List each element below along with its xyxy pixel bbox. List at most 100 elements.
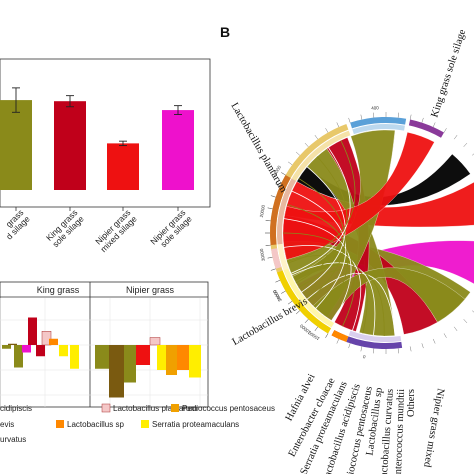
ring-tick-132 (472, 310, 474, 313)
chord-thread-13 (287, 140, 356, 264)
king-bar-9 (70, 345, 79, 369)
nipier-bar-4 (149, 337, 161, 346)
king-bar-8 (59, 345, 68, 357)
ring-tick-42 (463, 142, 468, 147)
chord-thread-1 (298, 268, 385, 336)
ring-tick-216 (314, 326, 318, 332)
ring-tick-282 (267, 207, 273, 210)
inner-band-3 (348, 330, 402, 342)
king-bar-1 (8, 343, 17, 345)
king-bar-7 (49, 338, 58, 345)
chord-flow-9 (312, 267, 466, 323)
ring-tick--36 (314, 134, 318, 140)
bar-2 (107, 143, 139, 190)
ring-tick-label-1: 8000 (273, 164, 283, 176)
ring-tick--42 (304, 142, 309, 147)
ring-tick-label-0: 400 (371, 105, 379, 111)
ring-tick--6 (373, 112, 375, 118)
inner-band-5 (277, 178, 296, 245)
ring-tick--30 (325, 128, 329, 133)
ring-tick-246 (275, 279, 281, 283)
ring-tick-210 (325, 333, 329, 338)
ring-tick--12 (360, 114, 363, 120)
legend-swatch-4 (56, 420, 64, 428)
king-bar-4 (28, 317, 37, 345)
ring-tick-192 (360, 346, 363, 352)
panel-c-legend: cidipiscis Lactobacillus plantarumPedioco… (0, 403, 275, 444)
ring-tick-228 (295, 310, 300, 315)
ring-tick-174 (397, 348, 399, 354)
category-label-2: Nipier grassmixed silage (92, 207, 139, 254)
king-bar-5 (36, 345, 45, 357)
ring-tick-300 (281, 172, 286, 176)
legend-label-2: Pediococcus pentosaceus (182, 404, 275, 413)
ring-tick-258 (267, 256, 273, 259)
legend-swatch-2 (171, 404, 179, 412)
bar-3 (162, 110, 194, 190)
legend-label-4: Lactobacillus sp (67, 420, 124, 429)
nipier-bar-7 (177, 345, 189, 370)
inner-band-2 (352, 124, 405, 135)
category-label-1: King grasssole silage (44, 207, 86, 249)
inner-band-4 (283, 268, 334, 328)
panel-c-bars (2, 317, 201, 398)
ring-tick-186 (373, 348, 375, 354)
facet-label-king: King grass (37, 285, 80, 295)
panel-a-bar-chart: grassd silage King grasssole silage Nipier… (0, 58, 211, 254)
panel-a-frame (0, 58, 211, 208)
ring-tick-138 (463, 319, 468, 324)
panel-a-bars (0, 87, 194, 211)
ring-tick-234 (287, 301, 293, 305)
ring-tick-label-7: 16000 (272, 289, 283, 303)
king-bar-3 (22, 345, 31, 353)
ring-tick--18 (348, 117, 351, 123)
legend-swatch-5 (141, 420, 149, 428)
ring-tick-48 (472, 153, 474, 156)
ring-tick-30 (443, 128, 447, 133)
king-bar-6 (41, 331, 52, 346)
ring-tick-144 (454, 326, 458, 332)
ring-tick-6 (397, 112, 399, 118)
ring-tick-162 (421, 343, 424, 349)
legend-swatch-1 (101, 403, 111, 413)
ring-tick-156 (432, 338, 436, 344)
ring-tick--48 (295, 151, 300, 156)
ring-tick-label-3: 20000 (272, 289, 283, 303)
king-bar-0 (2, 345, 11, 349)
ring-tick-276 (265, 220, 271, 222)
king-bar-2 (14, 345, 23, 368)
ring-tick-36 (454, 134, 458, 140)
legend-label-5: Serratia proteamaculans (152, 420, 239, 429)
nipier-bar-3 (136, 345, 150, 365)
ring-tick--24 (336, 122, 340, 128)
chord-label-1: King grass sole silage (429, 28, 468, 119)
outer-arc-6 (271, 248, 282, 269)
legend-label-1: Lactobacillus plantarum (113, 404, 197, 413)
category-label-3: Nipier grasssole silage (148, 207, 194, 253)
legend-label-6: urvatus (0, 435, 26, 444)
ring-tick-198 (348, 343, 351, 349)
ring-tick-222 (304, 319, 309, 324)
panel-b-letter: B (220, 24, 230, 40)
ring-tick-252 (270, 268, 276, 271)
panel-c-diverging-bars: King grass Nipier grass (0, 281, 209, 408)
outer-arc-1 (350, 117, 407, 129)
legend-label-0: cidipiscis (0, 404, 32, 413)
category-label-0: grassd silage (0, 207, 32, 241)
chord-label-12: Nipier grass mixed (421, 387, 446, 468)
ring-tick-168 (409, 346, 412, 352)
ring-tick-label-5: 0 (362, 354, 366, 359)
ring-tick-12 (409, 114, 412, 120)
ring-tick--54 (287, 161, 293, 165)
outer-arc-8 (331, 330, 349, 343)
chord-label-0: Lactobacillus plantarum (228, 101, 288, 195)
outer-arc-3 (346, 336, 403, 349)
outer-arc-7 (270, 175, 291, 246)
nipier-bar-1 (109, 345, 124, 398)
ring-tick-18 (421, 117, 424, 123)
bar-1 (54, 101, 86, 190)
panel-a-category-labels: grassd silage King grasssole silage Nipier… (0, 207, 194, 254)
bar-0 (0, 100, 32, 190)
ring-tick-240 (281, 290, 286, 294)
